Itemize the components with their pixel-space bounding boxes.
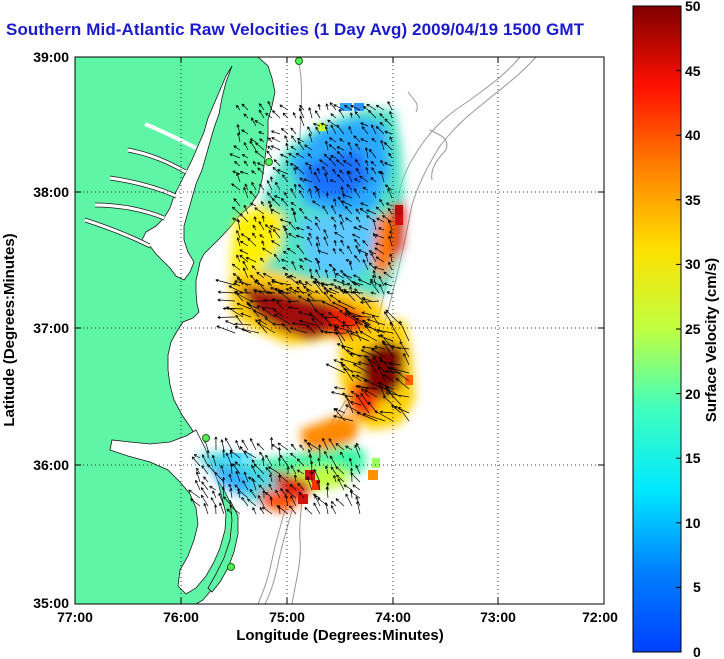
y-axis-label: Latitude (Degrees:Minutes) bbox=[1, 233, 18, 426]
x-axis-label: Longitude (Degrees:Minutes) bbox=[236, 627, 444, 644]
colorbar-ticks bbox=[676, 5, 681, 653]
y-tick-label: 38:00 bbox=[33, 184, 69, 200]
x-tick-label: 75:00 bbox=[269, 609, 305, 625]
x-tick-label: 76:00 bbox=[163, 609, 199, 625]
y-tick-labels: 39:00 38:00 37:00 36:00 35:00 bbox=[33, 49, 69, 611]
colorbar-gradient bbox=[632, 5, 682, 653]
colorbar-tick-label: 35 bbox=[685, 192, 701, 208]
colorbar-label: Surface Velocity (cm/s) bbox=[703, 258, 720, 422]
map-title: Southern Mid-Atlantic Raw Velocities (1 … bbox=[6, 20, 585, 39]
colorbar-tick-label: 45 bbox=[685, 63, 701, 79]
colorbar-tick-label: 30 bbox=[685, 256, 701, 272]
y-tick-label: 36:00 bbox=[33, 457, 69, 473]
colorbar-tick-label: 40 bbox=[685, 127, 701, 143]
colorbar-tick-label: 50 bbox=[685, 0, 701, 14]
colorbar-tick-label: 10 bbox=[685, 515, 701, 531]
y-tick-label: 37:00 bbox=[33, 320, 69, 336]
colorbar-tick-label: 5 bbox=[693, 579, 701, 595]
barrier-island bbox=[207, 499, 239, 593]
pamlico-sound bbox=[109, 429, 227, 595]
colorbar-tick-label: 15 bbox=[685, 450, 701, 466]
y-tick-label: 35:00 bbox=[33, 595, 69, 611]
colorbar-tick-label: 20 bbox=[685, 386, 701, 402]
plot-area bbox=[75, 57, 604, 604]
x-tick-label: 74:00 bbox=[375, 609, 411, 625]
grid-cells bbox=[222, 103, 413, 504]
x-tick-label: 73:00 bbox=[480, 609, 516, 625]
colorbar-tick-label: 25 bbox=[685, 321, 701, 337]
colorbar: 50 45 40 35 30 25 20 15 10 5 0 Surface V… bbox=[632, 0, 720, 659]
y-tick-label: 39:00 bbox=[33, 49, 69, 65]
grid-lines bbox=[75, 57, 604, 604]
river-outlines bbox=[84, 147, 187, 249]
plot-frame bbox=[74, 56, 605, 605]
chesapeake-bay bbox=[141, 65, 233, 281]
x-tick-label: 77:00 bbox=[57, 609, 93, 625]
station-markers bbox=[202, 57, 303, 571]
x-tick-label: 72:00 bbox=[582, 609, 618, 625]
colorbar-tick-label: 0 bbox=[693, 644, 701, 659]
tick-marks bbox=[75, 57, 604, 604]
rivers bbox=[84, 122, 197, 248]
x-tick-labels: 77:00 76:00 75:00 74:00 73:00 72:00 bbox=[57, 609, 618, 625]
